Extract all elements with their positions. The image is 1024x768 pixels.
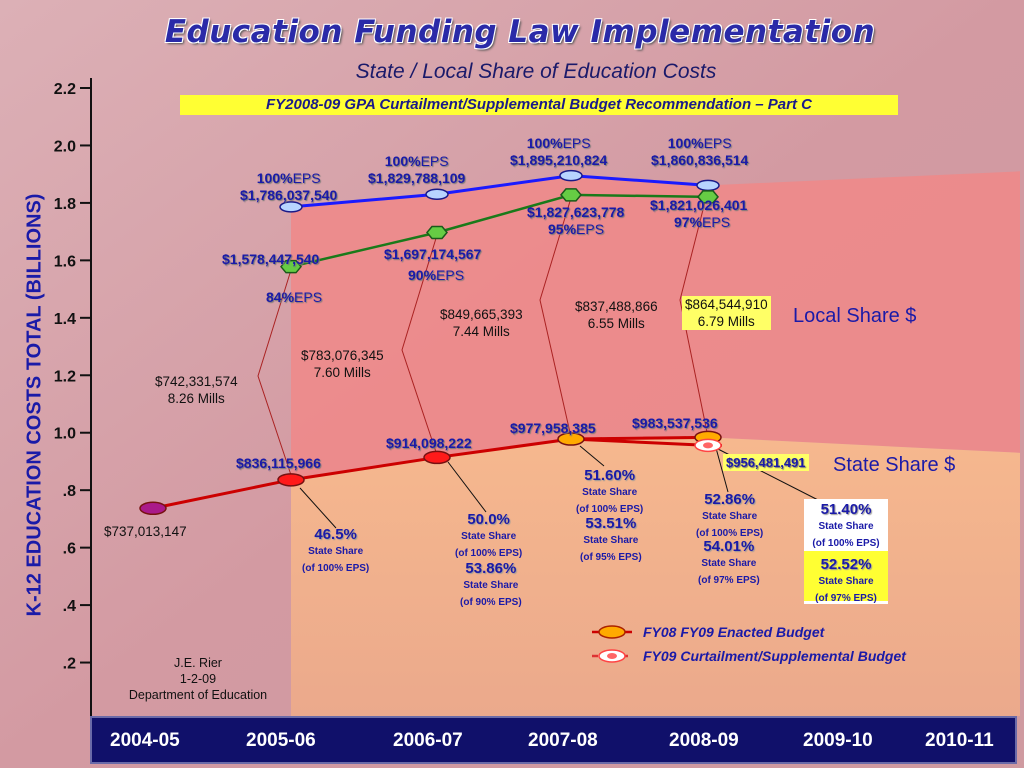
partial-eps-pct: 95%EPS [548, 221, 605, 237]
leader-line [257, 269, 292, 476]
eps100-point [696, 179, 720, 192]
y-tick-label: .6 [63, 541, 76, 558]
local-share-label: $742,331,574 8.26 Mills [155, 374, 238, 406]
state-share-pct: 54.01% State Share (of 97% EPS) [698, 538, 760, 586]
partial-eps-point [426, 225, 448, 240]
state-share-amount: $737,013,147 [104, 524, 187, 539]
y-axis-label: K-12 EDUCATION COSTS TOTAL (BILLIONS) [23, 193, 46, 617]
eps100-point [279, 201, 303, 213]
y-tick-label: 1.2 [54, 368, 76, 385]
legend-swatches [592, 625, 632, 663]
leader-line [715, 447, 729, 493]
state-share-pct: 50.0% State Share (of 100% EPS) [455, 511, 523, 559]
local-share-label: $849,665,393 7.44 Mills [440, 307, 523, 339]
eps100-label: 100%EPS $1,786,037,540 [240, 170, 338, 203]
state-share-pct: 53.86% State Share (of 90% EPS) [460, 560, 522, 608]
partial-eps-point [560, 188, 582, 202]
x-tick-label: 2009-10 [803, 730, 873, 751]
eps100-label: 100%EPS $1,895,210,824 [510, 135, 608, 168]
page-subtitle: State / Local Share of Education Costs [355, 60, 717, 83]
x-tick-label: 2006-07 [393, 730, 463, 751]
y-tick-label: 1.4 [54, 311, 76, 328]
local-share-label: $783,076,345 7.60 Mills [301, 348, 384, 380]
y-tick-label: 1.8 [54, 196, 76, 213]
y-tick-label: .4 [63, 598, 76, 615]
y-tick-label: 1.6 [54, 253, 76, 270]
partial-eps-amount: $1,821,026,401 [650, 197, 748, 213]
state-share-pct: 52.86% State Share (of 100% EPS) [696, 491, 764, 539]
y-tick-label: .8 [63, 483, 76, 500]
x-tick-label: 2007-08 [528, 730, 598, 751]
state-share-amount: $983,537,536 [632, 415, 718, 431]
legend-enacted-marker [598, 625, 626, 639]
state-share-title: State Share $ [833, 454, 956, 476]
leader-line [401, 234, 438, 456]
recommendation-banner: FY2008-09 GPA Curtailment/Supplemental B… [180, 95, 898, 115]
legend-curtailment-label: FY09 Curtailment/Supplemental Budget [643, 648, 906, 664]
state-share-point [557, 432, 585, 446]
x-tick-label: 2010-11 [925, 730, 994, 751]
leader-line [539, 197, 572, 438]
y-tick-label: .2 [63, 656, 76, 673]
x-axis-bar [90, 716, 1017, 764]
eps100-label: 100%EPS $1,829,788,109 [368, 153, 466, 186]
partial-eps-pct: 84%EPS [266, 289, 323, 305]
local-share-label: $837,488,866 6.55 Mills [575, 299, 658, 331]
legend-enacted-label: FY08 FY09 Enacted Budget [643, 624, 825, 640]
y-tick-label: 1.0 [54, 426, 76, 443]
leader-line [299, 487, 337, 529]
leader-line [579, 445, 605, 467]
state-share-point [139, 501, 167, 516]
leader-line [679, 189, 709, 438]
curtailment-point-core [703, 442, 713, 449]
local-share-area [291, 171, 1020, 480]
state-share-amount: $836,115,966 [236, 455, 321, 471]
partial-eps-pct: 90%EPS [408, 267, 465, 283]
x-tick-label: 2005-06 [246, 730, 316, 751]
state-share-pct: 51.60% State Share (of 100% EPS) [576, 467, 644, 515]
credit: J.E. Rier 1-2-09 Department of Education [128, 656, 268, 702]
y-tick-label: 2.2 [54, 81, 76, 98]
partial-eps-amount: $1,827,623,778 [527, 204, 625, 220]
leader-line [447, 461, 487, 513]
partial-eps-amount: $1,697,174,567 [384, 246, 482, 262]
x-tick-label: 2004-05 [110, 730, 180, 751]
state-share-amount: $977,958,385 [510, 420, 596, 436]
state-share-point [423, 450, 451, 465]
eps100-point [559, 169, 583, 182]
state-share-amount: $914,098,222 [386, 435, 472, 451]
fy2010-share-box: 51.40% State Share (of 100% EPS) 52.52% Sta… [804, 499, 888, 604]
state-share-curtailed-amount: $956,481,491 [723, 454, 809, 471]
state-share-point [277, 473, 305, 487]
eps100-point [425, 188, 449, 201]
partial-eps-pct: 97%EPS [674, 214, 731, 230]
state-share-pct: 53.51% State Share (of 95% EPS) [580, 515, 642, 563]
eps100-label: 100%EPS $1,860,836,514 [651, 135, 749, 168]
local-share-title: Local Share $ [793, 305, 917, 327]
state-share-pct: 46.5% State Share (of 100% EPS) [302, 526, 370, 574]
partial-eps-line [290, 193, 709, 268]
x-tick-label: 2008-09 [669, 730, 739, 751]
page-title: Education Funding Law Implementation [164, 14, 876, 50]
partial-eps-point [697, 190, 719, 204]
curtailment-line [570, 437, 709, 447]
eps100-line [290, 174, 709, 209]
local-share-highlight: $864,544,910 6.79 Mills [682, 296, 771, 330]
state-share-area [291, 437, 1020, 716]
enacted-dashed-line [570, 436, 709, 441]
partial-eps-amount: $1,578,447,540 [222, 251, 320, 267]
partial-eps-point [280, 259, 302, 274]
y-tick-label: 2.0 [54, 138, 76, 155]
